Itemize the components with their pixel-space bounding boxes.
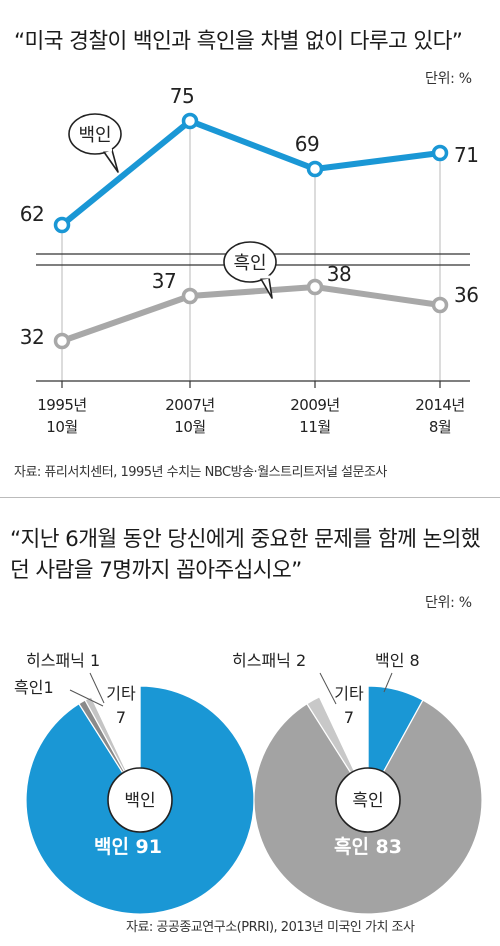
label-other-name-2: 기타 [334,684,364,703]
data-label: 36 [454,283,478,307]
legend-callout-black: 흑인 [223,241,277,299]
data-point [181,287,199,305]
chart2-source: 자료: 공공종교연구소(PRRI), 2013년 미국인 가치 조사 [126,920,415,935]
x-tick-label: 11월 [299,418,330,436]
data-label: 37 [152,269,176,293]
data-point [306,160,324,178]
pie-center-label: 백인 [124,791,155,811]
legend-callout-white: 백인 [68,113,122,173]
leader-hispanic-2 [319,672,337,705]
label-main-2: 흑인 83 [334,835,402,858]
data-label: 69 [295,132,319,156]
x-tick-label: 2007년 [165,396,214,414]
data-label: 71 [454,143,478,167]
data-point [431,296,449,314]
x-tick-label: 10월 [46,418,77,436]
chart2-title: “지난 6개월 동안 당신에게 중요한 문제를 함께 논의했던 사람을 7명까지… [10,527,481,583]
pie-center-hole [335,767,401,833]
data-point [431,144,449,162]
label-hispanic-1: 히스패닉 1 [26,651,100,670]
data-label: 38 [327,262,351,286]
data-label: 32 [20,325,44,349]
legend-label-white: 백인 [78,125,111,146]
leader-white-8 [383,672,393,693]
legend-label-black: 흑인 [233,253,266,274]
data-label: 75 [170,84,194,108]
label-other-name-1: 기타 [106,684,136,703]
x-tick-label: 8월 [429,418,451,436]
pie-center-hole [107,767,173,833]
series-line-black [59,284,443,344]
label-other-value-2: 7 [344,708,354,727]
x-tick-label: 1995년 [37,396,86,414]
data-point [53,216,71,234]
pie-center-label: 흑인 [352,791,383,811]
label-main-1: 백인 91 [94,836,162,858]
leader-hispanic-1 [89,672,105,704]
x-tick-label: 2014년 [415,396,464,414]
x-tick-label: 2009년 [290,396,339,414]
data-label: 62 [20,202,44,226]
section-divider [0,497,500,498]
data-point [181,112,199,130]
chart1-unit: 단위: % [425,71,472,87]
leader-black-1 [69,689,104,707]
donut-charts: 백인 흑인 히스패닉 1 흑인1 기타 7 백인 91 히스패닉 2 백인 8 … [14,651,483,915]
chart1-source: 자료: 퓨리서치센터, 1995년 수치는 NBC방송·월스트리트저널 설문조사 [14,465,387,480]
data-point [53,332,71,350]
series-line-white [59,118,443,228]
data-point [306,278,324,296]
line-chart: 1995년 10월 2007년 10월 2009년 11월 2014년 8월 62 75 69 71… [20,84,479,436]
chart1-title: “미국 경찰이 백인과 흑인을 차별 없이 다루고 있다” [14,29,463,54]
label-white-8: 백인 8 [375,651,420,670]
x-tick-label: 10월 [174,418,205,436]
label-other-value-1: 7 [116,708,126,727]
chart2-unit: 단위: % [425,595,472,611]
label-hispanic-2: 히스패닉 2 [232,651,306,670]
label-black-1: 흑인1 [14,678,54,697]
